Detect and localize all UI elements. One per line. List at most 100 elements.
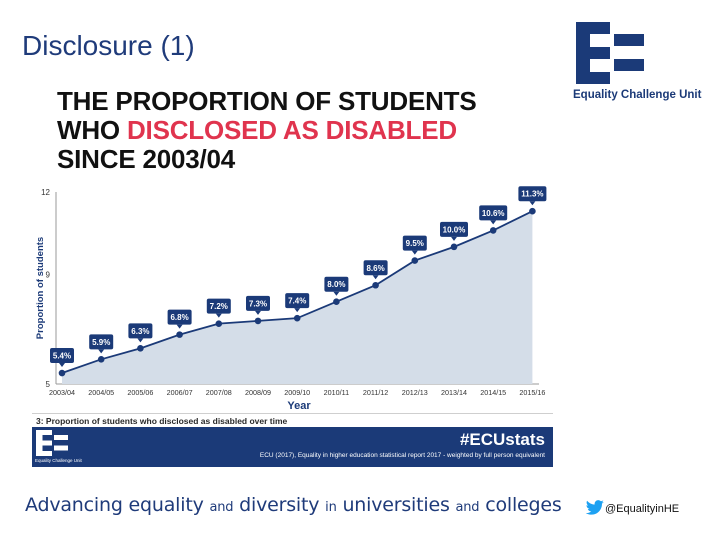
data-point bbox=[97, 356, 105, 363]
data-point bbox=[215, 320, 223, 327]
data-point bbox=[450, 243, 458, 251]
tagline-part-3: universities bbox=[336, 494, 456, 516]
headline-line-3: SINCE 2003/04 bbox=[57, 144, 236, 174]
tagline-part-4: colleges bbox=[479, 494, 562, 516]
data-label-bg bbox=[402, 235, 427, 251]
data-label-bg bbox=[246, 295, 270, 311]
data-label-bg bbox=[206, 298, 231, 314]
data-point bbox=[176, 331, 183, 338]
ecu-logo-mark bbox=[576, 22, 644, 84]
data-label: 8.6% bbox=[366, 264, 384, 273]
data-label: 6.8% bbox=[170, 313, 188, 322]
tagline-part-1: Advancing equality bbox=[25, 494, 210, 516]
source-citation: ECU (2017), Equality in higher education… bbox=[259, 452, 545, 459]
y-tick-label: 9 bbox=[46, 270, 51, 279]
data-label: 9.5% bbox=[406, 239, 424, 248]
headline-line-2-prefix: WHO bbox=[57, 115, 127, 145]
footer-tagline: Advancing equality and diversity in univ… bbox=[25, 494, 562, 516]
x-tick-label: 2015/16 bbox=[519, 388, 545, 397]
x-tick-label: 2014/15 bbox=[480, 388, 506, 397]
data-label-pointer bbox=[372, 275, 379, 280]
twitter-bird-icon bbox=[585, 500, 604, 515]
data-label-pointer bbox=[137, 338, 144, 343]
data-label-pointer bbox=[333, 291, 340, 296]
infographic: THE PROPORTION OF STUDENTS WHO DISCLOSED… bbox=[32, 82, 553, 467]
data-label-bg bbox=[440, 221, 468, 237]
data-label-pointer bbox=[490, 220, 497, 225]
logo-text: Equality Challenge Unit bbox=[573, 89, 702, 101]
data-label: 10.0% bbox=[443, 225, 466, 234]
x-tick-label: 2003/04 bbox=[49, 388, 75, 397]
data-label: 8.0% bbox=[327, 280, 345, 289]
x-tick-label: 2012/13 bbox=[402, 388, 428, 397]
x-tick-label: 2008/09 bbox=[245, 388, 271, 397]
data-point bbox=[529, 207, 536, 215]
ecu-logo: Equality Challenge Unit bbox=[573, 22, 703, 112]
data-label-bg bbox=[363, 260, 388, 276]
x-tick-label: 2006/07 bbox=[167, 388, 193, 397]
data-point bbox=[254, 317, 262, 325]
data-point bbox=[137, 345, 144, 352]
slide-title: Disclosure (1) bbox=[22, 30, 195, 61]
data-label-pointer bbox=[255, 310, 261, 315]
x-tick-label: 2009/10 bbox=[284, 388, 310, 397]
headline-line-2: WHO DISCLOSED AS DISABLED bbox=[57, 116, 476, 145]
data-label-bg bbox=[285, 293, 310, 309]
x-tick-label: 2007/08 bbox=[206, 388, 232, 397]
tagline-part-2: diversity bbox=[233, 494, 326, 516]
chart-caption: 3: Proportion of students who disclosed … bbox=[36, 416, 288, 426]
data-label-pointer bbox=[59, 363, 65, 368]
headline-line-1: THE PROPORTION OF STUDENTS bbox=[57, 86, 477, 116]
data-label-pointer bbox=[451, 236, 457, 241]
y-tick-label: 12 bbox=[41, 188, 50, 197]
x-tick-label: 2005/06 bbox=[127, 388, 153, 397]
tagline-and-1: and bbox=[209, 500, 234, 515]
data-label-bg bbox=[324, 276, 349, 292]
data-label-pointer bbox=[294, 308, 301, 313]
x-tick-label: 2013/14 bbox=[441, 388, 467, 397]
area-fill bbox=[62, 211, 533, 384]
data-label: 7.3% bbox=[249, 299, 267, 308]
data-label: 5.4% bbox=[53, 352, 71, 361]
data-label-bg bbox=[89, 334, 114, 350]
footer-logo-text: Equality Challenge Unit bbox=[35, 458, 82, 463]
data-label: 11.3% bbox=[521, 190, 543, 199]
x-tick-label: 2004/05 bbox=[88, 388, 114, 397]
caption-bar: 3: Proportion of students who disclosed … bbox=[32, 413, 553, 427]
data-label-pointer bbox=[529, 201, 536, 206]
data-label: 7.4% bbox=[288, 297, 306, 306]
data-point bbox=[372, 281, 379, 289]
x-tick-label: 2010/11 bbox=[324, 388, 349, 397]
infographic-headline: THE PROPORTION OF STUDENTS WHO DISCLOSED… bbox=[57, 86, 477, 174]
twitter-handle[interactable]: @EqualityinHE bbox=[605, 503, 680, 515]
data-label-bg bbox=[479, 205, 508, 221]
data-point bbox=[489, 227, 497, 234]
data-label: 5.9% bbox=[92, 338, 110, 347]
data-label-bg bbox=[50, 348, 74, 364]
data-label: 10.6% bbox=[482, 209, 505, 218]
x-axis-title: Year bbox=[287, 400, 311, 412]
ecu-footer-logo-icon bbox=[36, 430, 68, 456]
y-tick-label: 5 bbox=[46, 380, 51, 389]
y-axis-title: Proportion of students bbox=[35, 237, 46, 339]
data-label-pointer bbox=[411, 250, 418, 255]
line-area-chart: 5 9 12 5.4% 2003/04 5.9% 2004/05 6.3% 2005/06 6.8… bbox=[35, 186, 547, 412]
data-label-bg bbox=[167, 309, 192, 325]
data-label: 6.3% bbox=[131, 327, 149, 336]
data-point bbox=[293, 314, 301, 322]
data-label-bg bbox=[518, 186, 547, 202]
data-label: 7.2% bbox=[210, 302, 228, 311]
hashtag: #ECUstats bbox=[459, 430, 545, 449]
data-label-pointer bbox=[176, 324, 183, 329]
tagline-and-2: and bbox=[455, 500, 480, 515]
infographic-footer: Equality Challenge Unit #ECUstats ECU (2… bbox=[32, 427, 553, 467]
data-point bbox=[411, 257, 419, 264]
data-label-pointer bbox=[98, 349, 105, 354]
headline-highlight: DISCLOSED AS DISABLED bbox=[126, 115, 457, 145]
data-point bbox=[333, 298, 340, 306]
data-point bbox=[58, 369, 66, 377]
tagline-in: in bbox=[325, 500, 337, 515]
x-tick-label: 2011/12 bbox=[363, 388, 388, 397]
data-label-pointer bbox=[215, 313, 222, 318]
data-label-bg bbox=[128, 323, 153, 339]
